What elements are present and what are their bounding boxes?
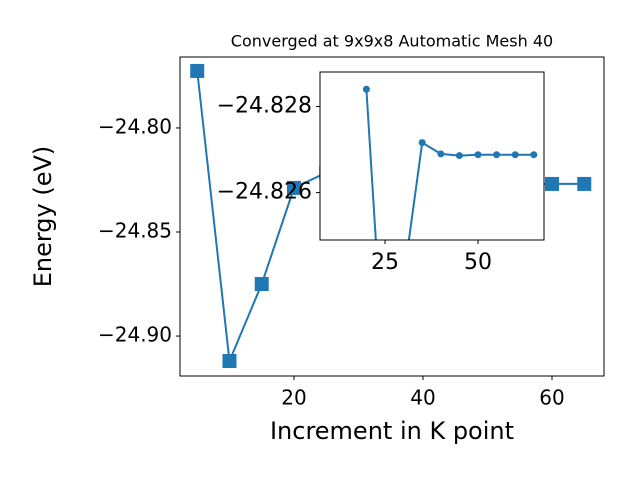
marker — [577, 176, 592, 191]
marker — [493, 151, 501, 159]
marker — [190, 63, 205, 78]
y-axis-label: Energy (eV) — [29, 146, 57, 288]
plot-area — [320, 72, 544, 240]
chart-title: Converged at 9x9x8 Automatic Mesh 40 — [231, 32, 553, 51]
x-tick-label: 40 — [410, 386, 435, 410]
marker — [437, 150, 445, 158]
marker — [222, 354, 237, 369]
x-tick-label: 25 — [371, 250, 399, 275]
axes-frame — [179, 56, 605, 377]
axes-frame — [319, 71, 545, 241]
y-tick-label: −24.90 — [98, 323, 172, 347]
marker — [511, 151, 519, 159]
marker — [254, 277, 269, 292]
marker — [362, 85, 370, 93]
marker — [418, 139, 426, 147]
y-tick-label: −24.85 — [98, 219, 172, 243]
x-axis-label: Increment in K point — [270, 417, 514, 445]
marker — [545, 176, 560, 191]
y-tick-label: −24.80 — [98, 114, 172, 138]
x-tick-label: 60 — [539, 386, 564, 410]
marker — [455, 152, 463, 160]
marker — [474, 151, 482, 159]
marker — [286, 180, 301, 195]
line — [365, 89, 534, 240]
plot-clip — [362, 85, 538, 240]
y-tick-label: −24.826 — [217, 180, 312, 205]
marker — [530, 151, 538, 159]
y-tick-label: −24.828 — [217, 93, 312, 118]
x-tick-label: 20 — [281, 386, 306, 410]
x-tick-label: 50 — [464, 250, 492, 275]
